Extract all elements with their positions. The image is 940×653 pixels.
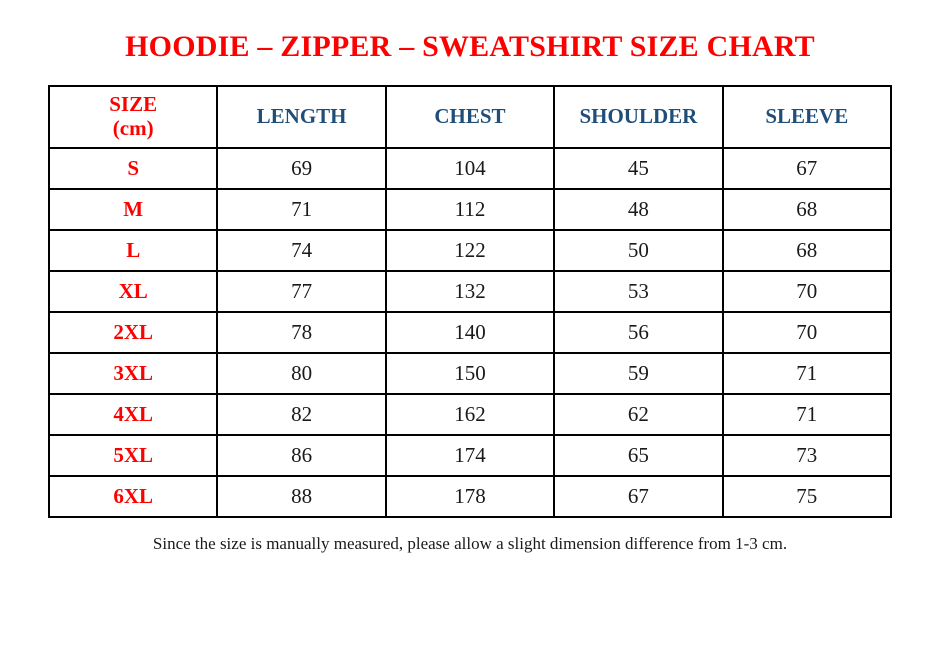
header-cell-chest: CHEST <box>384 85 556 149</box>
value-cell: 68 <box>721 229 893 272</box>
value-cell: 69 <box>216 147 387 190</box>
size-cell: 2XL <box>47 311 219 354</box>
value-cell: 73 <box>721 434 893 477</box>
header-cell-size: SIZE (cm) <box>47 85 219 149</box>
value-cell: 178 <box>384 475 556 518</box>
value-cell: 71 <box>721 393 893 436</box>
value-cell: 71 <box>216 188 387 231</box>
header-cell-sleeve: SLEEVE <box>721 85 893 149</box>
value-cell: 53 <box>553 270 724 313</box>
size-cell: S <box>47 147 219 190</box>
table-row: S 69 104 45 67 <box>47 147 893 190</box>
value-cell: 132 <box>384 270 556 313</box>
size-cell: 5XL <box>47 434 219 477</box>
value-cell: 88 <box>216 475 387 518</box>
size-chart-table: SIZE (cm) LENGTH CHEST SHOULDER SLEEVE S 69 10… <box>47 85 893 518</box>
value-cell: 78 <box>216 311 387 354</box>
value-cell: 75 <box>721 475 893 518</box>
stray-dot: . <box>476 32 479 46</box>
value-cell: 140 <box>384 311 556 354</box>
value-cell: 82 <box>216 393 387 436</box>
header-cell-shoulder: SHOULDER <box>553 85 724 149</box>
size-cell: L <box>47 229 219 272</box>
table-body: S 69 104 45 67 M 71 112 48 68 L 74 122 50 68 XL 77 132 53 7… <box>47 147 893 518</box>
size-cell: 4XL <box>47 393 219 436</box>
value-cell: 174 <box>384 434 556 477</box>
page-title: HOODIE – ZIPPER – SWEATSHIRT SIZE CHART <box>125 30 815 63</box>
value-cell: 80 <box>216 352 387 395</box>
table-row: M 71 112 48 68 <box>47 188 893 231</box>
header-row: SIZE (cm) LENGTH CHEST SHOULDER SLEEVE <box>47 85 893 149</box>
value-cell: 77 <box>216 270 387 313</box>
size-cell: 3XL <box>47 352 219 395</box>
value-cell: 86 <box>216 434 387 477</box>
table-row: 4XL 82 162 62 71 <box>47 393 893 436</box>
value-cell: 62 <box>553 393 724 436</box>
value-cell: 162 <box>384 393 556 436</box>
value-cell: 70 <box>721 270 893 313</box>
table-row: XL 77 132 53 70 <box>47 270 893 313</box>
table-row: 6XL 88 178 67 75 <box>47 475 893 518</box>
value-cell: 67 <box>721 147 893 190</box>
value-cell: 112 <box>384 188 556 231</box>
value-cell: 68 <box>721 188 893 231</box>
size-cell: 6XL <box>47 475 219 518</box>
table-row: 5XL 86 174 65 73 <box>47 434 893 477</box>
value-cell: 48 <box>553 188 724 231</box>
value-cell: 67 <box>553 475 724 518</box>
table-row: 2XL 78 140 56 70 <box>47 311 893 354</box>
value-cell: 56 <box>553 311 724 354</box>
size-cell: XL <box>47 270 219 313</box>
value-cell: 150 <box>384 352 556 395</box>
measurement-disclaimer: Since the size is manually measured, ple… <box>152 534 788 553</box>
value-cell: 59 <box>553 352 724 395</box>
value-cell: 74 <box>216 229 387 272</box>
table-row: 3XL 80 150 59 71 <box>47 352 893 395</box>
value-cell: 70 <box>721 311 893 354</box>
table-header: SIZE (cm) LENGTH CHEST SHOULDER SLEEVE <box>47 85 893 149</box>
value-cell: 122 <box>384 229 556 272</box>
value-cell: 71 <box>721 352 893 395</box>
size-cell: M <box>47 188 219 231</box>
value-cell: 104 <box>384 147 556 190</box>
value-cell: 65 <box>553 434 724 477</box>
value-cell: 45 <box>553 147 724 190</box>
value-cell: 50 <box>553 229 724 272</box>
header-cell-length: LENGTH <box>216 85 387 149</box>
table-row: L 74 122 50 68 <box>47 229 893 272</box>
